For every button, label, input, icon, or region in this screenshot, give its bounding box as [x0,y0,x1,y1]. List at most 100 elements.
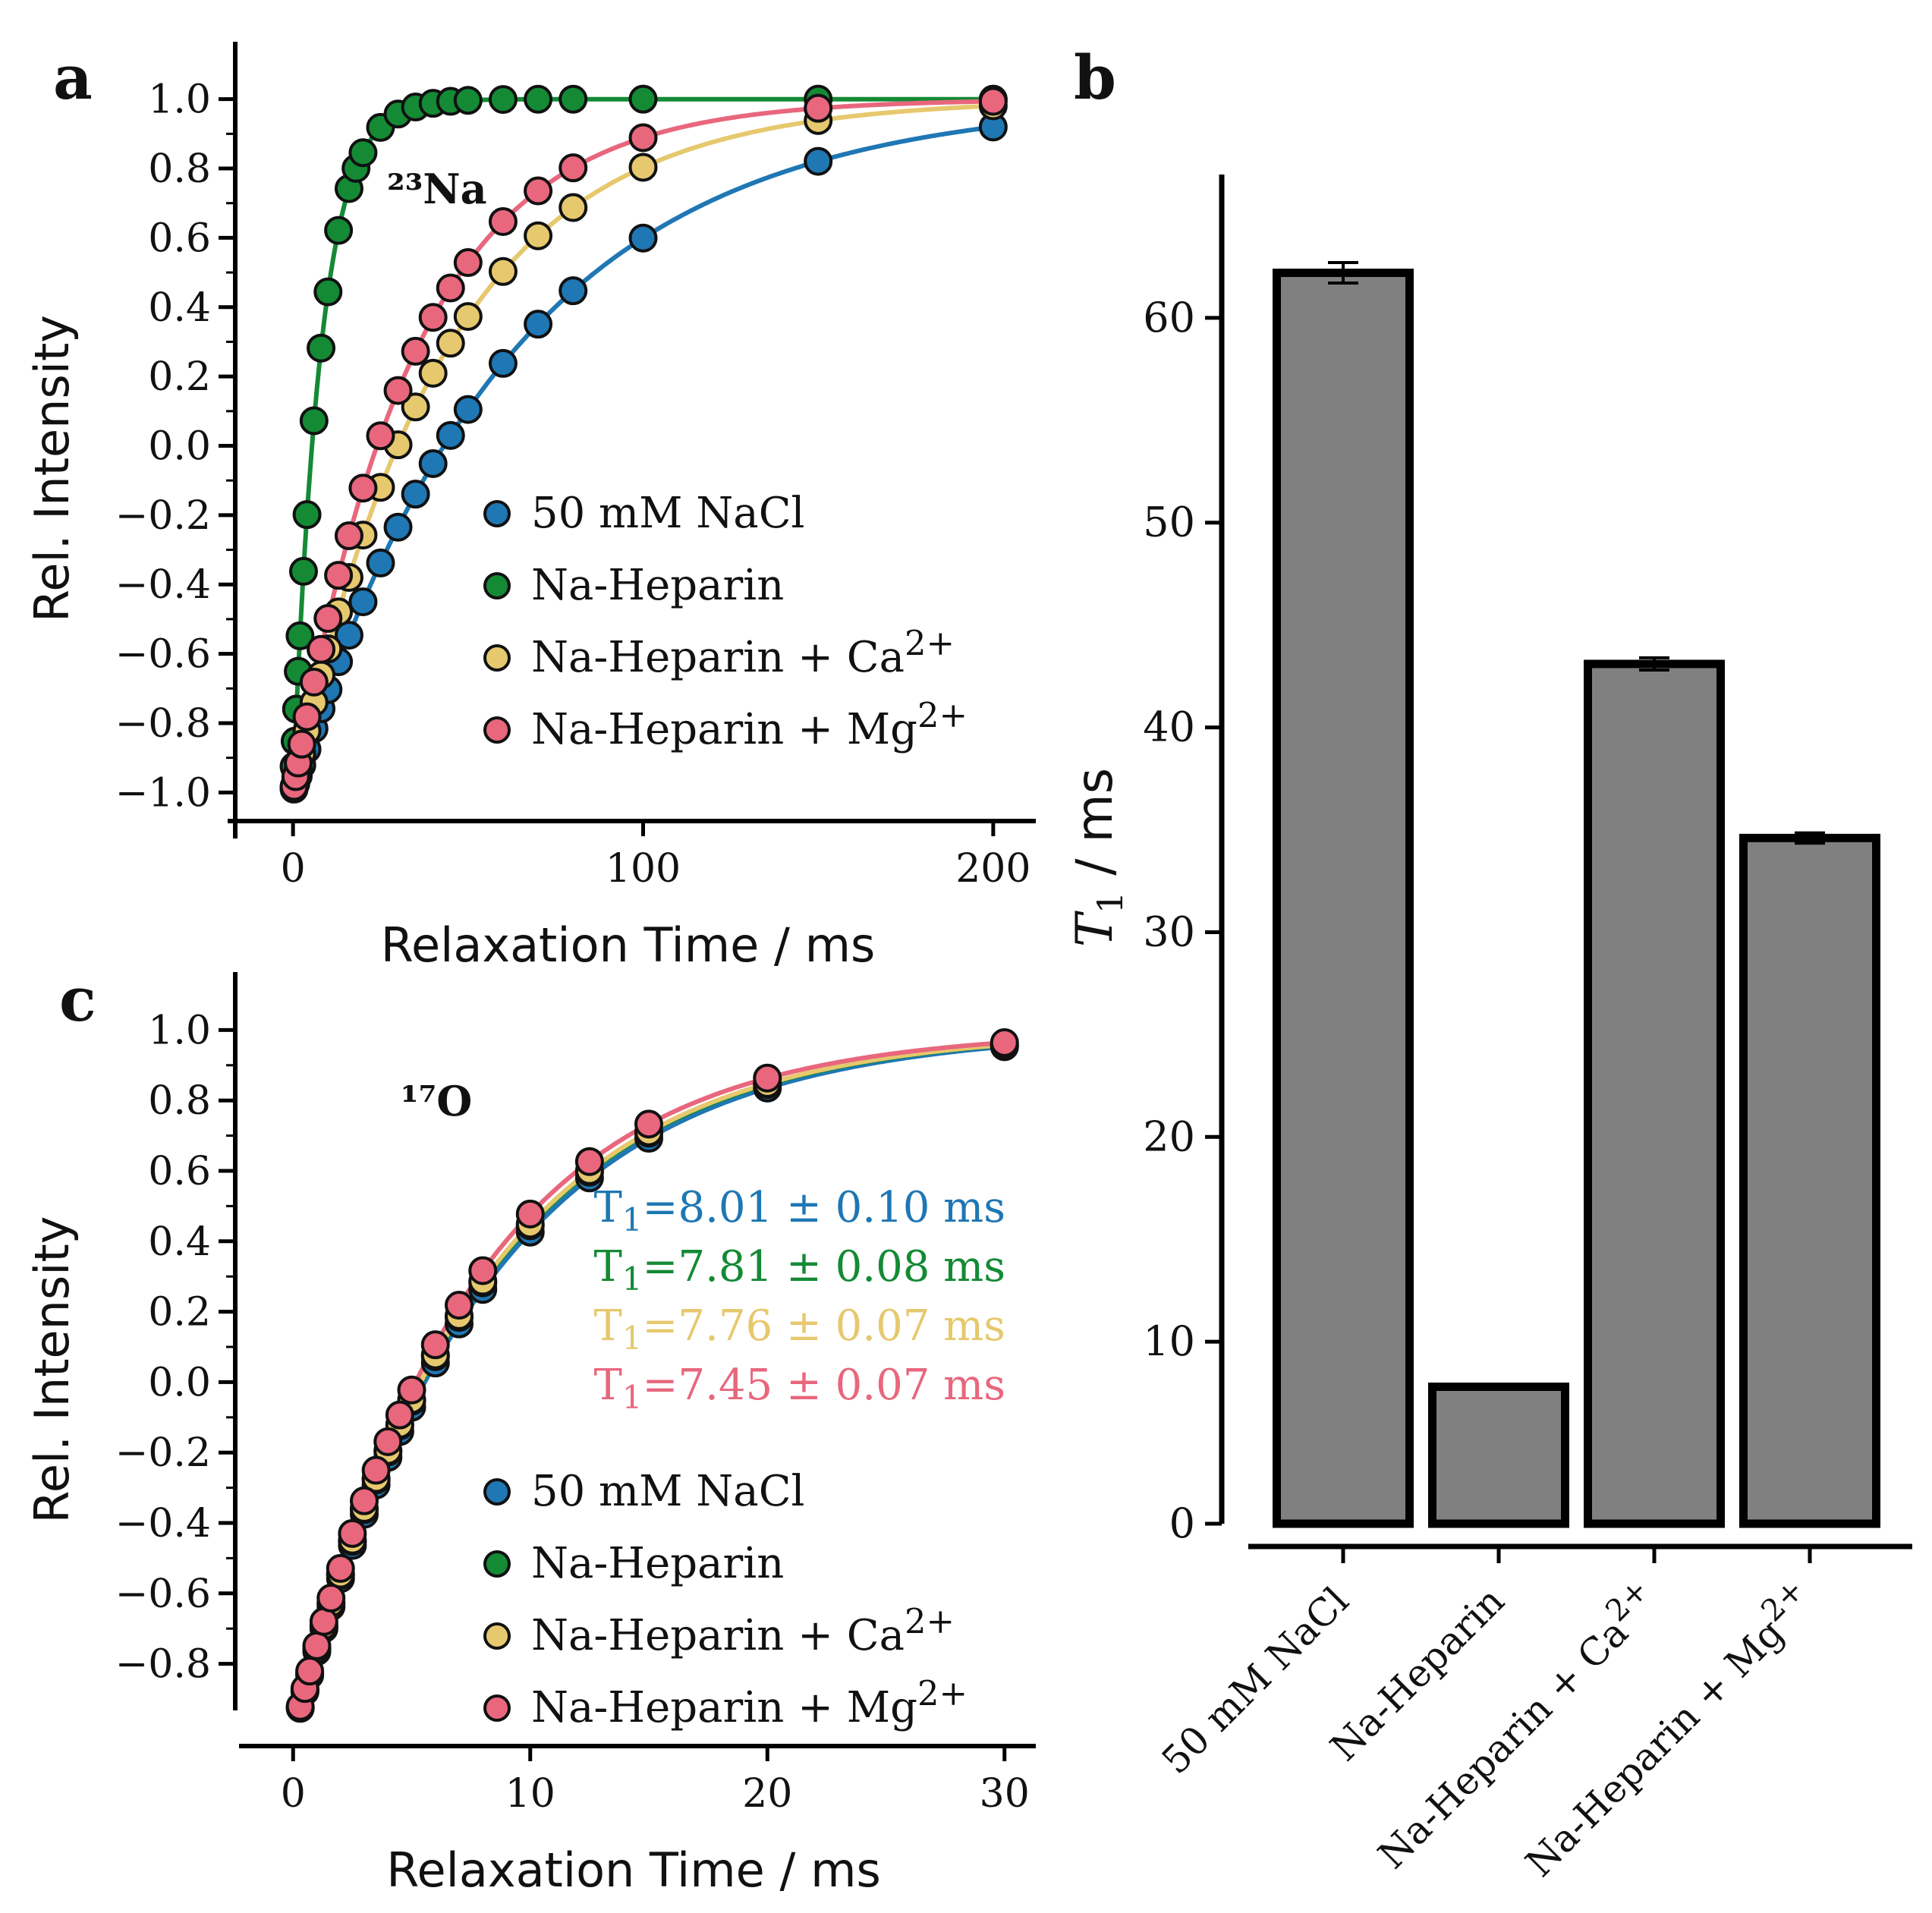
data-point [524,176,553,206]
data-point [634,1109,663,1139]
data-point [628,123,658,153]
data-point [326,1553,355,1583]
y-tick-label: 10 [1143,1317,1195,1365]
x-tick-label: 30 [980,1771,1030,1817]
legend-label: 50 mM NaCl [531,489,804,538]
data-point [488,85,518,115]
y-tick-label: 1.0 [148,77,211,123]
y-tick-label: 0.0 [148,424,211,470]
data-point [338,1518,367,1548]
y-tick-label: 0.0 [148,1360,211,1405]
legend-label: Na-Heparin + Ca2+ [531,1601,955,1660]
data-point [366,548,395,577]
legend-label: 50 mM NaCl [531,1467,804,1516]
y-axis-label: Rel. Intensity [24,315,80,622]
x-tick-label: 20 [742,1771,792,1817]
superscript: 2+ [1599,1572,1655,1628]
data-point [453,248,483,278]
y-tick-label: 0.4 [148,285,211,331]
data-point [401,336,430,366]
data-point [299,667,329,697]
y-label-symbol: T [1065,910,1124,947]
data-point [295,1657,325,1686]
t1-value: =7.45 ± 0.07 ms [643,1361,1005,1410]
y-tick-label: 30 [1143,908,1195,955]
data-point [453,302,483,332]
data-point [753,1063,782,1093]
data-point [418,303,448,332]
y-label-subscript: 1 [1090,892,1131,914]
y-tick-label: 0.6 [148,1149,211,1194]
y-tick-label: −0.8 [115,1642,211,1688]
data-point [316,1584,346,1613]
legend-label: Na-Heparin + Mg2+ [531,1673,968,1732]
data-point [453,86,483,115]
data-point [628,223,658,253]
panel-c: −0.8 −0.6 −0.4 −0.2 0.0 0.2 0.4 0.6 0.8 1.0 0 10 20 3… [24,972,1036,1898]
data-point [285,621,315,650]
panel-label-a: a [53,42,93,113]
data-point [385,1400,414,1430]
data-point [990,1027,1019,1057]
data-point [373,1427,403,1456]
subscript: 1 [622,1201,643,1238]
t1-value: =7.81 ± 0.08 ms [643,1242,1005,1292]
y-tick-label: 0.2 [148,1290,211,1336]
data-point [524,310,553,339]
y-tick-label: 0.4 [148,1219,211,1265]
bar [1739,833,1880,1528]
data-point [350,1486,379,1515]
data-point [401,480,430,509]
t1-value: =8.01 ± 0.10 ms [643,1183,1005,1232]
data-point [302,1631,332,1660]
data-point [445,1291,474,1320]
data-point [299,406,329,436]
y-tick-label: 0.8 [148,146,211,192]
legend-label: Na-Heparin + Ca2+ [531,623,955,682]
subscript: 1 [622,1260,643,1298]
y-tick-label: 40 [1143,703,1195,751]
y-axis-label: T1 / ms [1065,768,1131,947]
data-point [420,1330,450,1360]
data-point [334,621,363,650]
y-tick-label: −0.4 [115,1501,211,1546]
data-point [468,1256,498,1285]
x-axis-label: Relaxation Time / ms [386,1842,881,1898]
legend-marker [483,1694,511,1722]
bar [1584,659,1725,1528]
y-axis-label: Rel. Intensity [24,1216,80,1524]
subscript: 1 [622,1320,643,1357]
data-point [292,500,322,530]
data-point [307,333,336,363]
data-point [559,193,588,222]
y-tick-label: 50 [1143,499,1195,546]
data-point [628,84,658,114]
y-tick-label: −0.6 [115,1572,211,1617]
data-point [348,474,378,503]
x-axis-label: Relaxation Time / ms [381,917,876,973]
legend-marker [483,1478,511,1506]
t1-value: =7.76 ± 0.07 ms [643,1301,1005,1351]
data-point [418,358,448,388]
data-point [488,256,518,286]
x-tick-label: Na-Heparin + Mg2+ [1511,1572,1824,1886]
y-tick-label: 0.6 [148,216,211,261]
nucleus-label: ¹⁷O [401,1077,472,1125]
legend-label: Na-Heparin [531,1539,784,1588]
data-point [348,138,378,168]
superscript: 2+ [1754,1572,1811,1628]
data-point [313,277,343,307]
data-point [524,84,553,114]
x-tick-label: 0 [281,1771,306,1817]
nucleus-label: ²³Na [387,165,487,213]
legend-marker [483,716,511,744]
data-point [288,556,318,586]
y-tick-label: −1.0 [115,770,211,816]
y-tick-label: 0.2 [148,354,211,400]
panel-a: −1.0 −0.8 −0.6 −0.4 −0.2 0.0 0.2 0.4 0.6 0.8 1.0 0 1… [24,42,1036,973]
superscript: 2+ [905,1601,955,1641]
data-point [324,561,354,590]
data-point [436,273,465,303]
